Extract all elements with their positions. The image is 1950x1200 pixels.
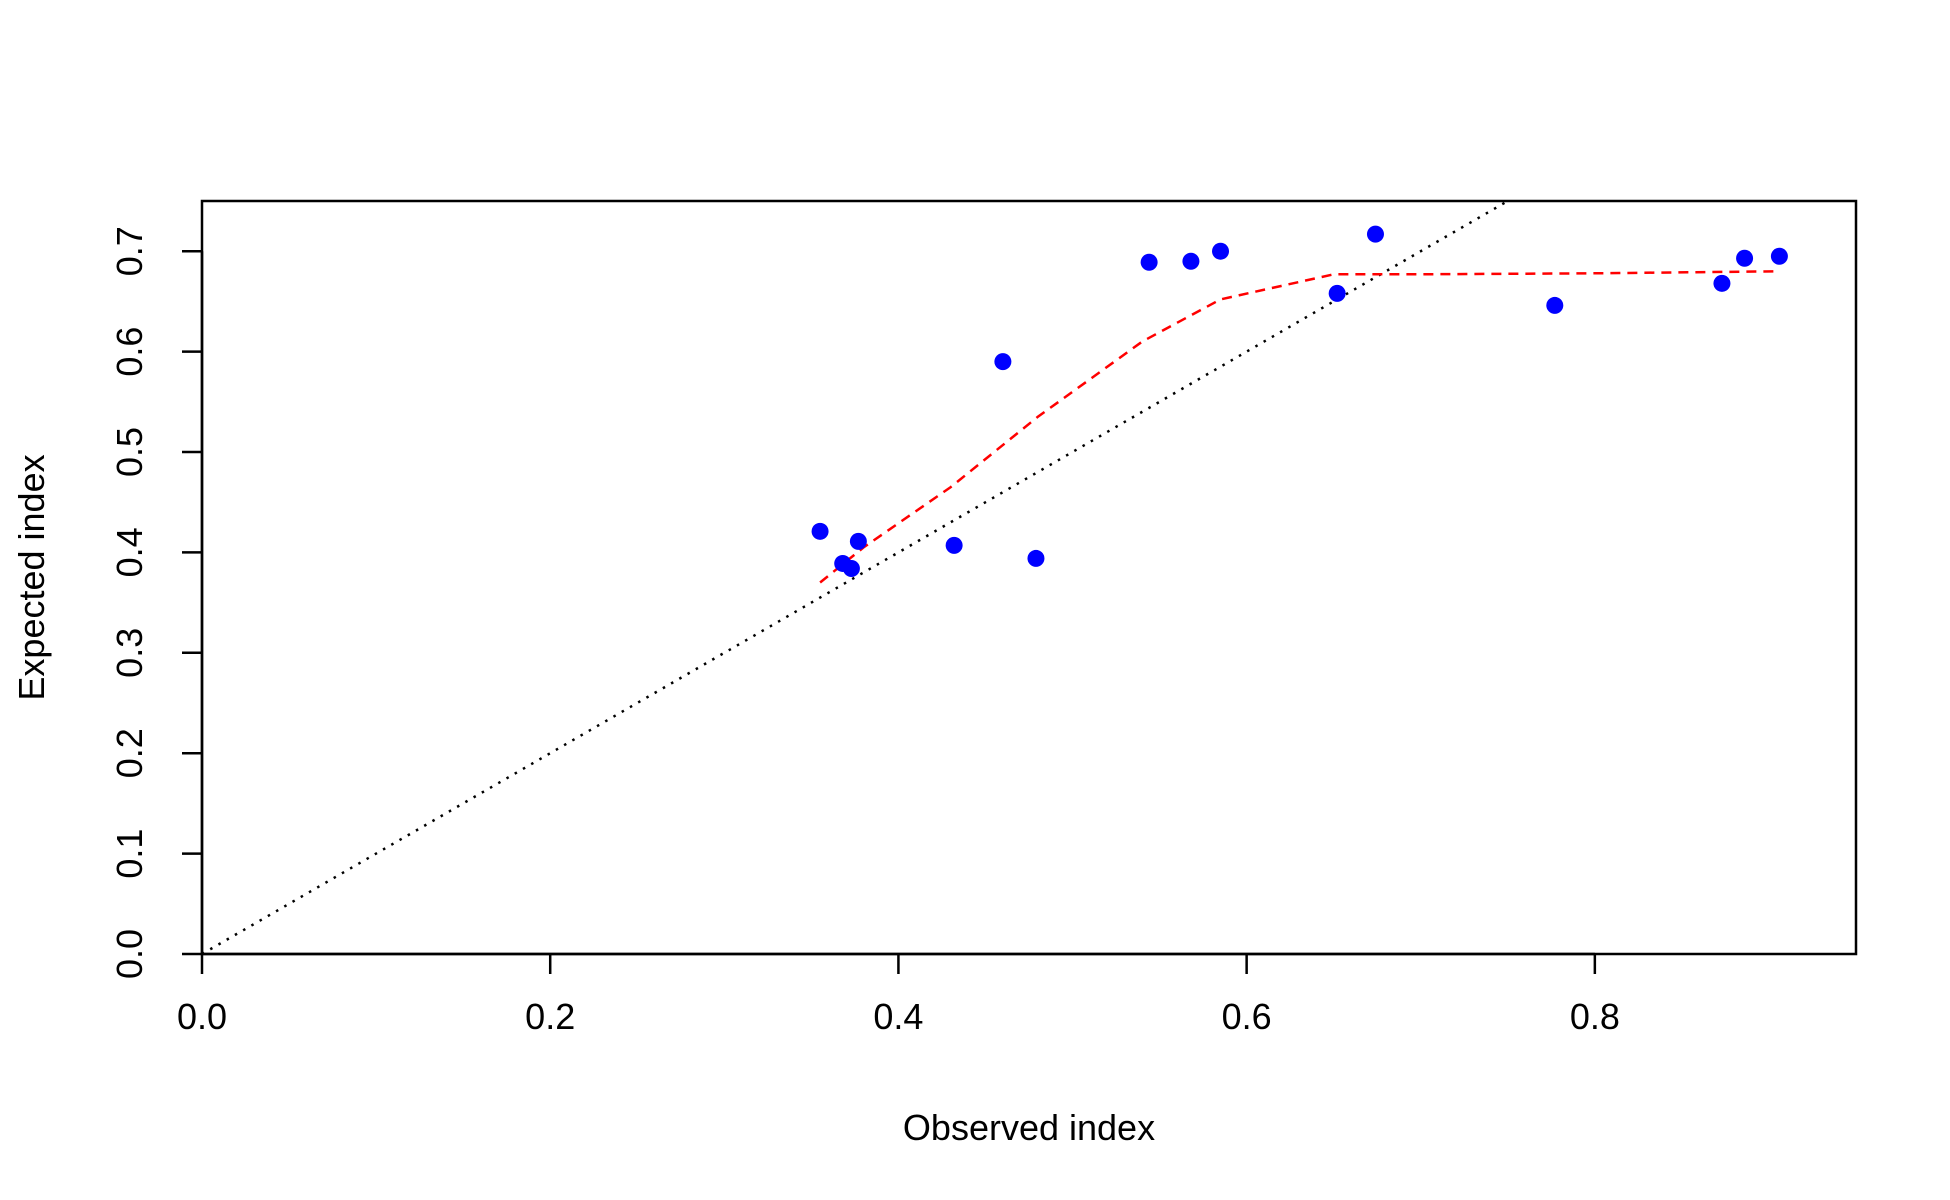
data-points xyxy=(811,225,1788,577)
y-tick-label: 0.3 xyxy=(109,628,150,678)
plot-frame xyxy=(200,199,1858,956)
y-axis: 0.0 0.1 0.2 0.3 0.4 0.5 0.6 0.7 xyxy=(109,226,204,979)
x-tick-label: 0.8 xyxy=(1570,996,1620,1037)
reference-line-group xyxy=(202,201,1511,954)
data-point xyxy=(1182,252,1200,270)
data-point xyxy=(1140,253,1158,271)
y-tick-label: 0.1 xyxy=(109,829,150,879)
smooth-line-group xyxy=(819,270,1780,584)
data-point xyxy=(1713,274,1731,292)
x-tick-label: 0.4 xyxy=(873,996,923,1037)
data-point xyxy=(1212,242,1230,260)
data-point xyxy=(1546,296,1564,314)
y-tick-label: 0.7 xyxy=(109,226,150,276)
y-tick-label: 0.4 xyxy=(109,527,150,577)
x-axis-title: Observed index xyxy=(903,1107,1155,1148)
x-axis: 0.0 0.2 0.4 0.6 0.8 xyxy=(177,952,1620,1037)
data-point xyxy=(1736,249,1754,267)
data-point xyxy=(849,532,867,550)
data-point xyxy=(994,353,1012,371)
smooth-line xyxy=(819,270,1780,584)
x-tick-label: 0.0 xyxy=(177,996,227,1037)
data-point xyxy=(842,559,860,577)
data-point xyxy=(811,522,829,540)
y-tick-label: 0.0 xyxy=(109,929,150,979)
data-point xyxy=(1770,247,1788,265)
reference-line xyxy=(202,201,1511,954)
data-point xyxy=(1328,284,1346,302)
data-point xyxy=(1027,549,1045,567)
data-point xyxy=(1366,225,1384,243)
y-tick-label: 0.6 xyxy=(109,327,150,377)
data-point xyxy=(945,536,963,554)
y-tick-label: 0.5 xyxy=(109,427,150,477)
x-tick-label: 0.2 xyxy=(525,996,575,1037)
y-tick-label: 0.2 xyxy=(109,728,150,778)
x-tick-label: 0.6 xyxy=(1222,996,1272,1037)
y-axis-title: Expected index xyxy=(11,454,52,700)
